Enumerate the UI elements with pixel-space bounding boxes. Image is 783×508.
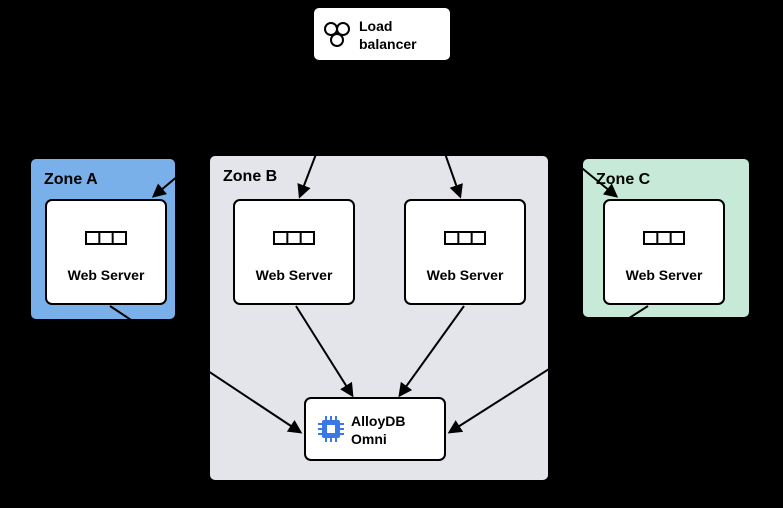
svg-text:Web Server: Web Server	[68, 267, 145, 283]
svg-text:Omni: Omni	[351, 431, 387, 447]
svg-text:balancer: balancer	[359, 36, 417, 52]
load-balancer-node: Load balancer	[313, 7, 451, 61]
svg-text:Load: Load	[359, 18, 392, 34]
svg-text:Zone B: Zone B	[223, 168, 277, 185]
svg-text:Web Server: Web Server	[427, 267, 504, 283]
web-a-node: Web Server	[46, 200, 166, 304]
svg-text:AlloyDB: AlloyDB	[351, 413, 405, 429]
architecture-diagram: Zone AZone BZone CLoadbalancerWeb Server…	[0, 0, 783, 508]
svg-text:Web Server: Web Server	[626, 267, 703, 283]
svg-text:Web Server: Web Server	[256, 267, 333, 283]
svg-text:Zone A: Zone A	[44, 171, 98, 188]
web-c-node: Web Server	[604, 200, 724, 304]
web-b2-node: Web Server	[405, 200, 525, 304]
alloydb-node: AlloyDB Omni	[305, 398, 445, 460]
web-b1-node: Web Server	[234, 200, 354, 304]
